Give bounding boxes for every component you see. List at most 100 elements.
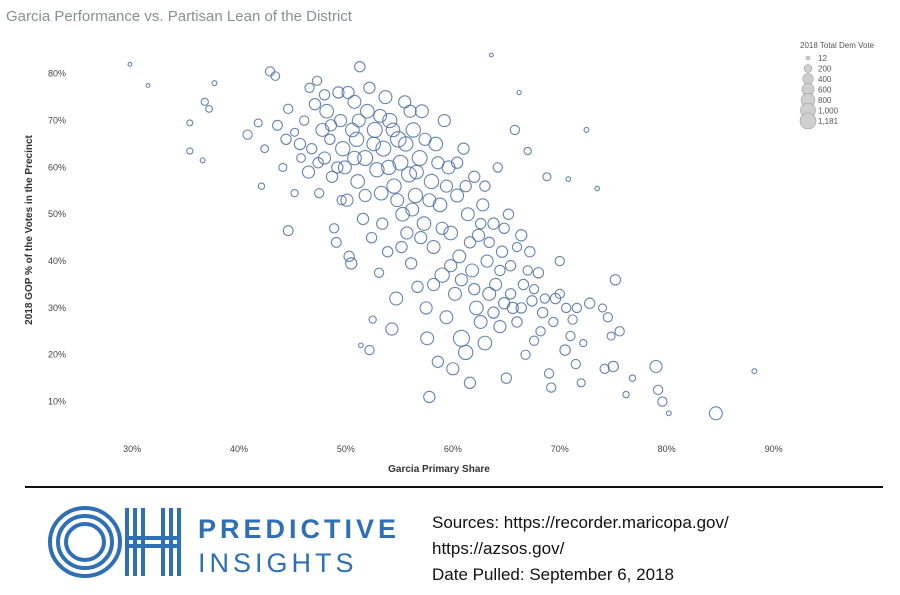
data-point: [365, 231, 378, 244]
data-point: [515, 229, 528, 242]
data-point: [369, 162, 385, 178]
data-point: [341, 85, 355, 100]
x-tick-label: 90%: [765, 444, 783, 454]
data-point: [431, 156, 445, 170]
data-point: [257, 182, 266, 190]
data-point: [516, 89, 522, 96]
data-point: [554, 255, 565, 267]
data-point: [435, 221, 449, 235]
data-point: [532, 267, 545, 279]
size-legend-title: 2018 Total Dem Vote: [800, 41, 875, 50]
data-point: [493, 320, 507, 334]
sources-line: Sources: https://recorder.maricopa.gov/: [432, 513, 729, 532]
data-point: [543, 368, 555, 379]
data-point: [363, 81, 376, 94]
y-axis-ticks: 80% 70% 60% 50% 40% 30% 20% 10%: [48, 69, 66, 407]
data-point: [594, 185, 601, 192]
size-legend-marker: [803, 64, 813, 73]
data-point: [452, 249, 467, 264]
data-point: [511, 241, 523, 253]
data-point: [477, 335, 493, 351]
data-point: [347, 94, 362, 109]
data-point: [492, 162, 503, 173]
x-tick-label: 80%: [658, 444, 676, 454]
data-point: [264, 66, 276, 77]
x-axis-label: Garcia Primary Share: [388, 464, 490, 475]
data-point: [446, 362, 460, 376]
data-point: [311, 75, 323, 86]
data-point: [487, 306, 500, 319]
data-point: [649, 359, 663, 374]
x-tick-label: 40%: [230, 444, 248, 454]
data-point: [520, 349, 531, 360]
data-point: [473, 314, 488, 329]
data-point: [494, 264, 506, 277]
size-legend-label: 600: [818, 86, 832, 95]
size-legend-label: 800: [818, 96, 832, 105]
data-point: [260, 144, 270, 154]
data-point: [515, 302, 527, 314]
data-point: [337, 160, 352, 175]
data-point: [497, 297, 511, 310]
data-point: [382, 112, 398, 129]
x-tick-label: 30%: [123, 444, 141, 454]
data-point: [344, 122, 360, 138]
data-point: [447, 286, 462, 301]
data-point: [437, 113, 451, 128]
data-point: [439, 179, 454, 193]
data-point: [459, 179, 472, 193]
data-point: [468, 283, 481, 296]
data-point: [444, 259, 458, 273]
data-point: [381, 246, 394, 258]
y-tick-label: 30%: [48, 303, 66, 313]
data-point: [401, 166, 418, 183]
data-point: [299, 115, 310, 126]
data-point: [535, 326, 546, 337]
data-point: [272, 119, 283, 131]
data-point: [468, 170, 481, 183]
data-point: [306, 142, 318, 155]
data-point: [398, 95, 412, 109]
brand-name-line2: INSIGHTS: [198, 548, 358, 578]
data-point: [523, 146, 532, 156]
data-point: [378, 90, 393, 105]
data-point: [751, 368, 758, 375]
data-point: [416, 216, 432, 231]
data-point: [405, 122, 421, 138]
data-point: [328, 223, 340, 234]
data-point: [565, 176, 572, 182]
data-point: [386, 178, 402, 194]
data-point: [283, 103, 294, 115]
data-point: [331, 161, 344, 174]
data-point: [420, 331, 435, 346]
data-point: [607, 360, 619, 373]
data-point: [454, 273, 468, 287]
data-point: [358, 342, 364, 349]
data-point: [319, 103, 335, 119]
data-point: [708, 406, 723, 421]
data-point: [411, 150, 428, 167]
data-point: [278, 162, 288, 172]
data-point: [657, 396, 668, 407]
data-point: [375, 140, 392, 157]
data-point: [253, 118, 263, 128]
data-point: [186, 119, 194, 127]
data-point: [324, 133, 336, 146]
data-point: [539, 293, 550, 304]
data-point: [290, 127, 300, 137]
chart-title: Garcia Performance vs. Partisan Lean of …: [6, 8, 352, 25]
data-point: [443, 225, 459, 241]
data-point: [457, 344, 474, 361]
date-pulled: Date Pulled: September 6, 2018: [432, 565, 674, 584]
footer-divider: [25, 486, 883, 488]
data-point: [403, 104, 417, 118]
data-point: [489, 277, 503, 292]
data-point: [479, 180, 491, 192]
data-point: [199, 157, 206, 164]
data-point: [395, 240, 408, 254]
data-point: [500, 372, 513, 384]
data-point: [480, 254, 494, 268]
data-point: [488, 52, 494, 58]
data-point: [536, 306, 549, 319]
data-point: [404, 257, 418, 270]
